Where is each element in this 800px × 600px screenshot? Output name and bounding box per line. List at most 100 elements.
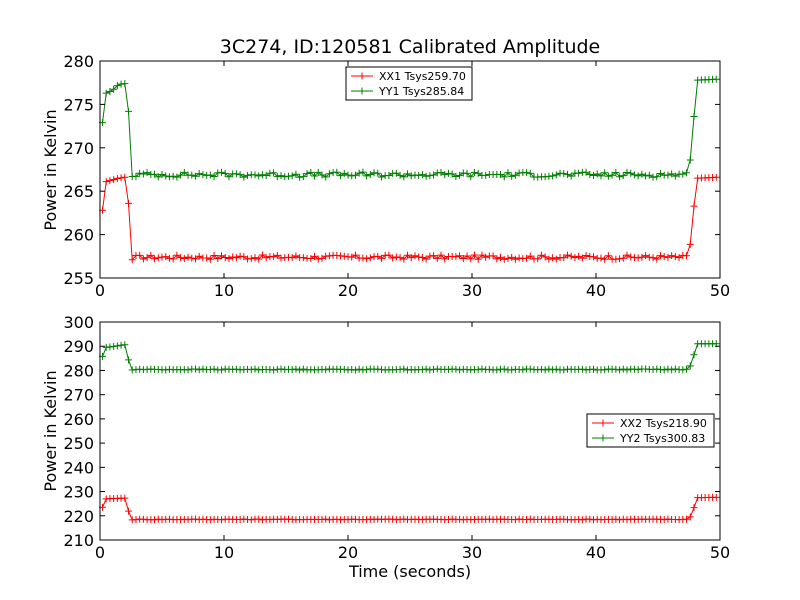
data-point [712, 173, 720, 181]
data-point [645, 171, 653, 179]
data-point [452, 172, 460, 180]
y-tick-label: 260 [63, 410, 94, 429]
legend-marker [358, 87, 366, 95]
top-chart-legend: XX1 Tsys259.70 YY1 Tsys285.84 [345, 66, 473, 101]
data-point [404, 251, 412, 259]
data-point [642, 172, 650, 180]
data-point [418, 171, 426, 179]
data-point [270, 169, 278, 177]
data-point [668, 252, 676, 260]
data-point [541, 366, 549, 374]
data-point [191, 255, 199, 263]
x-tick-label: 40 [586, 281, 606, 300]
data-point [656, 252, 664, 260]
data-point [608, 171, 616, 179]
y-tick-label: 250 [63, 434, 94, 453]
data-point [311, 252, 319, 260]
data-point [686, 362, 694, 370]
data-point [210, 173, 218, 181]
data-point [333, 168, 341, 176]
data-point [671, 253, 679, 261]
data-point [121, 341, 129, 349]
data-point [322, 366, 330, 374]
top-chart: 3C274, ID:120581 Calibrated Amplitude 0 1… [41, 36, 730, 300]
data-point [147, 251, 155, 259]
data-point [664, 253, 672, 261]
data-point [660, 253, 668, 261]
data-point [359, 254, 367, 262]
data-point [601, 366, 609, 374]
data-point [143, 169, 151, 177]
data-point [314, 255, 322, 263]
data-point [110, 342, 118, 350]
data-point [578, 254, 586, 262]
data-point [113, 82, 121, 90]
data-point [463, 252, 471, 260]
data-point [690, 504, 698, 512]
data-point [244, 171, 252, 179]
data-point [255, 255, 263, 263]
data-point [590, 253, 598, 261]
data-point [500, 255, 508, 263]
data-point [206, 255, 214, 263]
y-tick-label: 255 [63, 269, 94, 288]
data-point [162, 172, 170, 180]
data-point [690, 113, 698, 121]
data-point [623, 251, 631, 259]
data-point [656, 170, 664, 178]
data-point [236, 171, 244, 179]
top-chart-series [98, 75, 720, 264]
x-tick-label: 50 [710, 543, 730, 562]
data-point [526, 252, 534, 260]
y-tick-label: 265 [63, 182, 94, 201]
data-point [552, 255, 560, 263]
data-point [232, 254, 240, 262]
data-point [634, 172, 642, 180]
data-point [690, 351, 698, 359]
data-point [296, 366, 304, 374]
y-tick-label: 230 [63, 483, 94, 502]
data-point [229, 253, 237, 261]
data-point [649, 173, 657, 181]
data-point [619, 254, 627, 262]
data-point [225, 173, 233, 181]
data-point [649, 254, 657, 262]
data-point [355, 169, 363, 177]
data-point [106, 343, 114, 351]
data-point [351, 366, 359, 374]
data-point [549, 254, 557, 262]
y-tick-label: 220 [63, 507, 94, 526]
x-tick-label: 0 [95, 543, 105, 562]
data-point [199, 365, 207, 373]
data-point [616, 366, 624, 374]
data-point [437, 251, 445, 259]
data-point [363, 255, 371, 263]
data-point [165, 173, 173, 181]
data-point [195, 366, 203, 374]
data-point [191, 172, 199, 180]
data-point [270, 253, 278, 261]
data-point [712, 75, 720, 83]
data-point [344, 171, 352, 179]
data-point [630, 171, 638, 179]
data-point [188, 254, 196, 262]
legend-label: XX1 Tsys259.70 [379, 70, 466, 83]
data-point [218, 366, 226, 374]
bottom-chart-legend: XX2 Tsys218.90 YY2 Tsys300.83 [586, 413, 715, 448]
data-point [184, 366, 192, 374]
data-point [392, 169, 400, 177]
data-point [612, 255, 620, 263]
y-tick-label: 275 [63, 95, 94, 114]
data-point [377, 173, 385, 181]
data-point [474, 255, 482, 263]
data-point [463, 169, 471, 177]
data-point [452, 253, 460, 261]
data-point [139, 255, 147, 263]
data-point [173, 173, 181, 181]
data-point [660, 366, 668, 374]
data-point [511, 255, 519, 263]
legend-label: YY2 Tsys300.83 [619, 432, 705, 445]
data-point [322, 173, 330, 181]
data-point [136, 251, 144, 259]
data-point [560, 170, 568, 178]
